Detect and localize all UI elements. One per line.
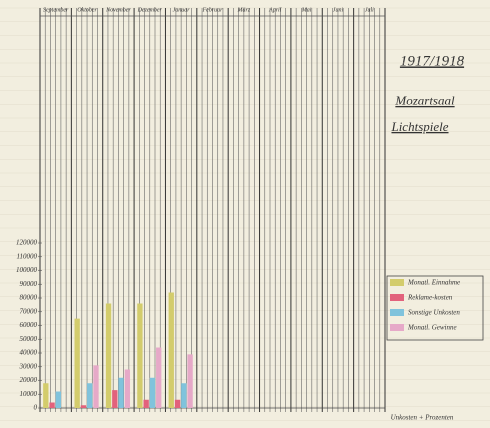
bar [187, 354, 193, 408]
legend-box [386, 275, 484, 341]
column-header: Januar [173, 7, 191, 13]
column-header: Mai [301, 7, 312, 13]
bar [143, 399, 149, 408]
y-tick-label: 110000 [17, 252, 38, 260]
column-header: September [43, 7, 69, 13]
legend-label: Reklame-kosten [407, 294, 453, 302]
bar [118, 377, 124, 408]
y-tick-label: 0 [34, 404, 38, 412]
bar [74, 318, 80, 408]
column-header: Juli [365, 7, 374, 13]
subtitle: Mozartsaal [394, 93, 455, 108]
bar [87, 383, 93, 408]
bar [55, 391, 62, 408]
title: 1917/1918 [400, 53, 465, 69]
y-tick-label: 120000 [16, 239, 38, 247]
column-header: April [268, 7, 282, 13]
bar [149, 377, 156, 408]
bar [43, 383, 49, 408]
bar [174, 399, 181, 408]
y-tick-label: 20000 [20, 376, 38, 384]
y-tick-label: 100000 [16, 266, 38, 274]
bar [181, 383, 187, 408]
y-tick-label: 80000 [20, 294, 38, 302]
y-tick-label: 90000 [20, 280, 38, 288]
bar [49, 402, 55, 408]
bar [156, 347, 162, 408]
bar [168, 292, 174, 408]
bar [80, 405, 87, 408]
bar [93, 365, 99, 408]
y-tick-label: 70000 [20, 307, 38, 315]
column-header: Februar [202, 7, 224, 13]
subtitle: Lichtspiele [390, 119, 448, 134]
bar [105, 303, 112, 408]
column-header: Oktober [77, 7, 97, 13]
bar [112, 390, 118, 408]
legend-label: Monatl. Gewinne [407, 324, 457, 332]
legend-label: Monatl. Einnahme [407, 279, 460, 287]
legend-swatch [390, 324, 404, 331]
footnote: Unkosten + Prozenten [391, 414, 454, 422]
legend-label: Sonstige Unkosten [408, 309, 460, 317]
legend-swatch [390, 294, 404, 301]
legend-swatch [390, 309, 404, 316]
y-tick-label: 40000 [20, 349, 38, 357]
column-header: Dezember [137, 7, 163, 13]
y-tick-label: 30000 [19, 362, 38, 370]
y-tick-label: 10000 [20, 390, 38, 398]
legend-swatch [390, 279, 404, 286]
bar [137, 303, 143, 408]
y-tick-label: 60000 [20, 321, 38, 329]
y-tick-label: 50000 [20, 335, 38, 343]
bar [124, 369, 131, 408]
column-header: November [105, 7, 131, 13]
column-header: Juni [333, 7, 344, 13]
column-header: März [237, 7, 251, 13]
